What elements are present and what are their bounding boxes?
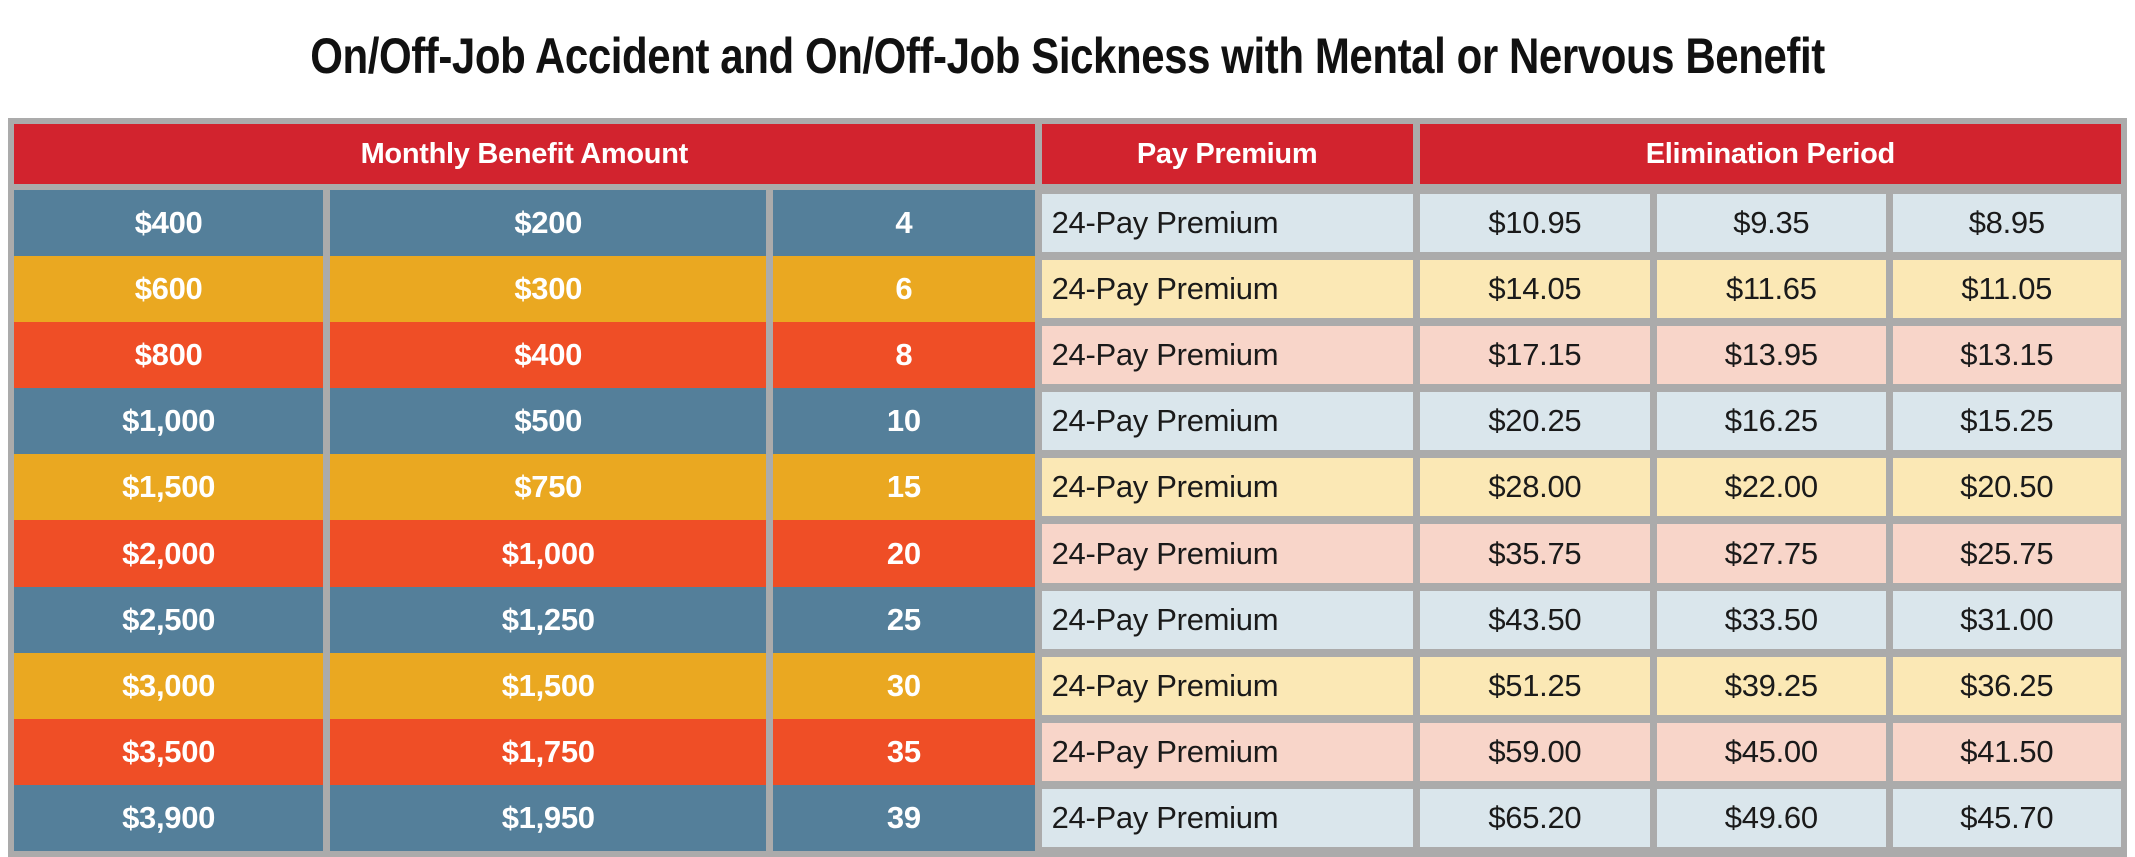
benefit-amount-cell: $800 — [14, 322, 324, 389]
benefit-units-cell: 35 — [773, 718, 1035, 785]
benefit-units-cell: 30 — [773, 652, 1035, 719]
premium-cell: $51.25 — [1419, 656, 1651, 715]
benefit-amount2-cell: $1,950 — [330, 784, 767, 851]
pay-premium-label-cell: 24-Pay Premium — [1041, 260, 1413, 319]
benefit-amount-cell: $600 — [14, 256, 324, 323]
benefit-amount2-cell: $1,250 — [330, 586, 767, 653]
benefit-amount-cell: $3,500 — [14, 718, 324, 785]
header-pay-premium: Pay Premium — [1041, 124, 1413, 184]
benefit-amount2-cell: $400 — [330, 322, 767, 389]
benefit-amount-cell: $1,000 — [14, 388, 324, 455]
premium-cell: $33.50 — [1657, 590, 1886, 649]
rate-table: Monthly Benefit Amount Pay Premium Elimi… — [8, 118, 2127, 857]
premium-cell: $43.50 — [1419, 590, 1651, 649]
benefit-units-cell: 39 — [773, 784, 1035, 851]
premium-cell: $15.25 — [1892, 392, 2121, 451]
pay-premium-label-cell: 24-Pay Premium — [1041, 722, 1413, 781]
premium-cell: $16.25 — [1657, 392, 1886, 451]
pay-premium-label-cell: 24-Pay Premium — [1041, 326, 1413, 385]
benefit-units-cell: 6 — [773, 256, 1035, 323]
benefit-amount2-cell: $1,750 — [330, 718, 767, 785]
benefit-units-cell: 20 — [773, 520, 1035, 587]
premium-cell: $65.20 — [1419, 788, 1651, 847]
premium-cell: $13.15 — [1892, 326, 2121, 385]
benefit-units-cell: 10 — [773, 388, 1035, 455]
premium-cell: $8.95 — [1892, 194, 2121, 253]
benefit-units-cell: 8 — [773, 322, 1035, 389]
premium-cell: $45.70 — [1892, 788, 2121, 847]
premium-cell: $35.75 — [1419, 524, 1651, 583]
benefit-amount2-cell: $300 — [330, 256, 767, 323]
premium-cell: $41.50 — [1892, 722, 2121, 781]
benefit-amount2-cell: $500 — [330, 388, 767, 455]
benefit-amount-cell: $400 — [14, 190, 324, 257]
premium-cell: $27.75 — [1657, 524, 1886, 583]
pay-premium-label-cell: 24-Pay Premium — [1041, 392, 1413, 451]
benefit-amount-cell: $3,000 — [14, 652, 324, 719]
premium-cell: $36.25 — [1892, 656, 2121, 715]
premium-cell: $31.00 — [1892, 590, 2121, 649]
page-title: On/Off-Job Accident and On/Off-Job Sickn… — [310, 28, 1825, 84]
header-monthly-benefit-amount: Monthly Benefit Amount — [14, 124, 1035, 184]
premium-cell: $11.05 — [1892, 260, 2121, 319]
benefit-units-cell: 15 — [773, 454, 1035, 521]
premium-cell: $49.60 — [1657, 788, 1886, 847]
benefit-amount-cell: $2,500 — [14, 586, 324, 653]
premium-cell: $20.25 — [1419, 392, 1651, 451]
benefit-amount2-cell: $1,000 — [330, 520, 767, 587]
benefit-units-cell: 4 — [773, 190, 1035, 257]
premium-cell: $20.50 — [1892, 458, 2121, 517]
premium-cell: $59.00 — [1419, 722, 1651, 781]
benefit-units-cell: 25 — [773, 586, 1035, 653]
pay-premium-label-cell: 24-Pay Premium — [1041, 524, 1413, 583]
premium-cell: $13.95 — [1657, 326, 1886, 385]
pay-premium-label-cell: 24-Pay Premium — [1041, 788, 1413, 847]
premium-cell: $39.25 — [1657, 656, 1886, 715]
benefit-amount-cell: $2,000 — [14, 520, 324, 587]
pay-premium-label-cell: 24-Pay Premium — [1041, 194, 1413, 253]
premium-cell: $11.65 — [1657, 260, 1886, 319]
benefit-amount2-cell: $750 — [330, 454, 767, 521]
pay-premium-label-cell: 24-Pay Premium — [1041, 590, 1413, 649]
premium-cell: $28.00 — [1419, 458, 1651, 517]
benefit-amount2-cell: $1,500 — [330, 652, 767, 719]
benefit-amount2-cell: $200 — [330, 190, 767, 257]
premium-cell: $17.15 — [1419, 326, 1651, 385]
benefit-amount-cell: $3,900 — [14, 784, 324, 851]
premium-cell: $45.00 — [1657, 722, 1886, 781]
premium-cell: $9.35 — [1657, 194, 1886, 253]
premium-cell: $10.95 — [1419, 194, 1651, 253]
premium-cell: $14.05 — [1419, 260, 1651, 319]
header-elimination-period: Elimination Period — [1419, 124, 2121, 184]
benefit-amount-cell: $1,500 — [14, 454, 324, 521]
premium-cell: $22.00 — [1657, 458, 1886, 517]
title-area: On/Off-Job Accident and On/Off-Job Sickn… — [0, 0, 2135, 112]
premium-cell: $25.75 — [1892, 524, 2121, 583]
pay-premium-label-cell: 24-Pay Premium — [1041, 458, 1413, 517]
pay-premium-label-cell: 24-Pay Premium — [1041, 656, 1413, 715]
